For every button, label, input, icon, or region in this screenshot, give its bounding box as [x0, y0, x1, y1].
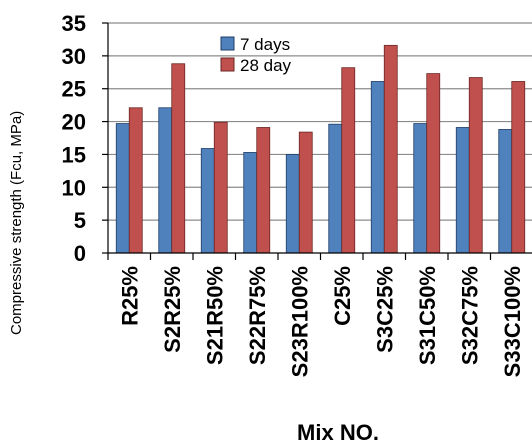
bar-7-days: [115, 123, 130, 254]
y-axis-label: Compressive strength (Fcu, MPa): [8, 111, 25, 335]
x-tick-label: S32C75%: [457, 266, 482, 365]
x-tick-label: S2R25%: [160, 266, 185, 353]
y-tick-label: 15: [62, 142, 86, 167]
bar-28-day: [511, 81, 526, 254]
x-tick-label: S23R100%: [287, 266, 312, 377]
x-tick-label: S31C50%: [415, 266, 440, 365]
bars: [115, 44, 526, 254]
x-axis-label: Mix NO.: [297, 420, 379, 445]
bar-28-day: [128, 107, 143, 254]
bar-7-days: [413, 123, 428, 254]
y-tick-labels: 0 5 10 15 20 25 30 35: [62, 11, 86, 266]
bar-28-day: [468, 77, 483, 254]
bar-28-day: [341, 67, 356, 254]
bar-7-days: [370, 81, 385, 254]
y-tick-label: 30: [62, 44, 86, 69]
legend-swatch-28-day: [220, 57, 235, 72]
bar-28-day: [298, 131, 313, 254]
legend-swatch-7-days: [220, 36, 235, 51]
bar-28-day: [426, 73, 441, 254]
legend: 7 days 28 day: [220, 35, 292, 75]
x-tick-label: S33C100%: [500, 266, 525, 377]
bar-7-days: [328, 123, 343, 254]
y-tick-label: 0: [74, 241, 86, 266]
legend-label-28-day: 28 day: [240, 56, 292, 75]
bar-7-days: [158, 107, 173, 254]
bar-7-days: [285, 154, 300, 254]
x-tick-label: S3C25%: [372, 266, 397, 353]
bar-28-day: [383, 44, 398, 254]
x-tick-label: S22R75%: [245, 266, 270, 365]
bar-7-days: [243, 152, 258, 254]
bar-7-days: [455, 127, 470, 254]
legend-label-7-days: 7 days: [240, 35, 290, 54]
bar-28-day: [171, 63, 186, 254]
y-tick-label: 20: [62, 110, 86, 135]
bar-7-days: [200, 148, 215, 254]
x-tick-labels: R25% S2R25% S21R50% S22R75% S23R100% C25% S3C2…: [117, 266, 525, 377]
x-tick-label: R25%: [117, 266, 142, 326]
bar-28-day: [213, 121, 228, 254]
bar-28-day: [256, 127, 271, 254]
y-tick-label: 10: [62, 175, 86, 200]
y-tick-label: 5: [74, 208, 86, 233]
x-tick-label: C25%: [330, 266, 355, 326]
bar-7-days: [498, 129, 513, 254]
x-tick-label: S21R50%: [202, 266, 227, 365]
axes: [102, 22, 532, 260]
y-tick-label: 25: [62, 77, 86, 102]
y-tick-label: 35: [62, 11, 86, 36]
